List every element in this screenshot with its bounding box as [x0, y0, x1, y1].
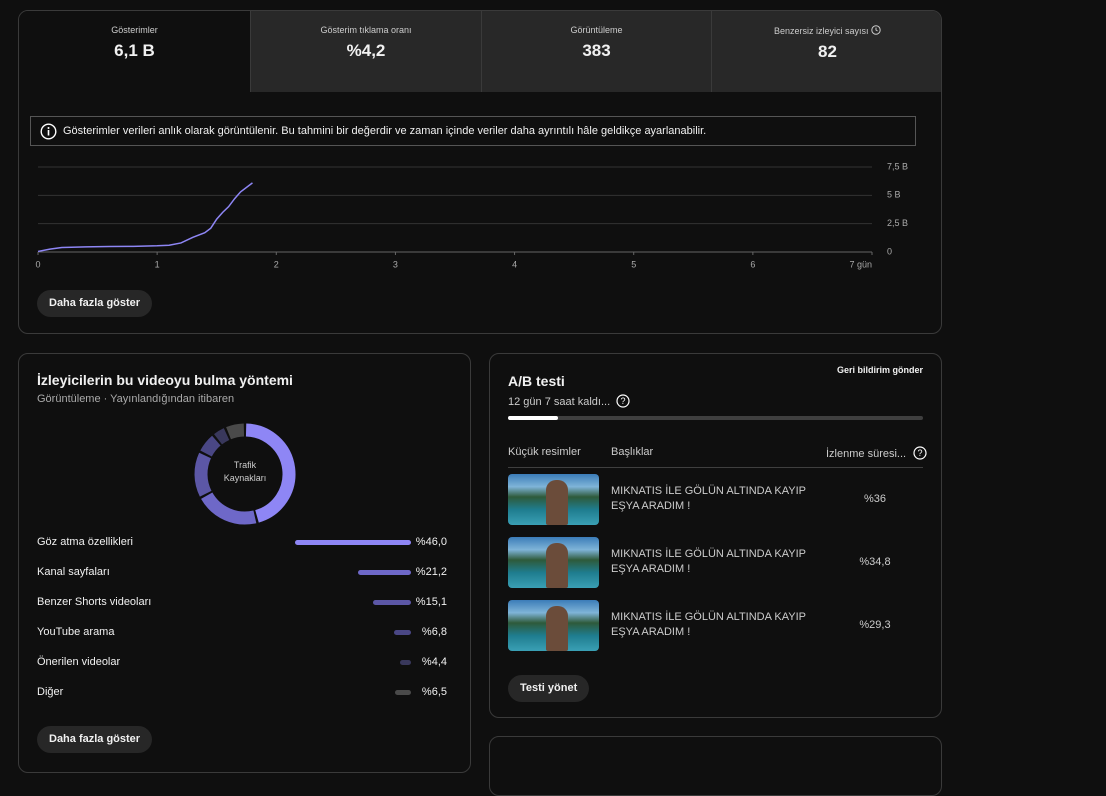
help-icon[interactable]: ? — [616, 394, 630, 408]
donut-segment — [245, 423, 296, 523]
column-header: Küçük resimler — [508, 446, 581, 458]
card-subtitle: Görüntüleme · Yayınlandığından itibaren — [37, 393, 235, 405]
metric-tab[interactable]: Benzersiz izleyici sayısı 82 — [711, 11, 941, 92]
divider — [508, 467, 923, 468]
info-icon — [40, 123, 57, 140]
x-tick-label: 6 — [750, 259, 755, 269]
impressions-chart: 0 2,5 B 5 B 7,5 B 0 1 2 3 4 5 6 7 gün — [35, 161, 908, 269]
source-name: Göz atma özellikleri — [37, 536, 133, 548]
thumbnail — [508, 537, 599, 588]
column-header-text: İzlenme süresi... — [826, 448, 907, 460]
traffic-card: İzleyicilerin bu videoyu bulma yöntemi G… — [18, 353, 471, 773]
metric-tab[interactable]: Görüntüleme 383 — [481, 11, 711, 92]
source-name: Önerilen videolar — [37, 656, 121, 668]
y-tick-label: 5 B — [887, 190, 901, 200]
metric-value: 383 — [582, 41, 611, 60]
variant-title: MIKNATIS İLE GÖLÜN ALTINDA KAYIP EŞYA AR… — [611, 611, 806, 638]
metric-label: Gösterim tıklama oranı — [320, 25, 412, 35]
feedback-link[interactable]: Geri bildirim gönder — [836, 365, 923, 375]
ab-test-card: A/B testi Geri bildirim gönder 12 gün 7 … — [489, 353, 942, 718]
metric-label: Benzersiz izleyici sayısı — [773, 26, 869, 36]
thumbnail — [508, 474, 599, 525]
column-header: İzlenme süresi... ? — [826, 446, 927, 460]
source-value: %4,4 — [421, 656, 447, 668]
donut-label: Trafik Kaynakları — [223, 460, 267, 483]
variant-share: %29,3 — [859, 619, 891, 631]
next-card — [489, 736, 942, 796]
metric-label-row: Benzersiz izleyici sayısı — [712, 25, 941, 36]
show-more-button[interactable]: Daha fazla göster — [37, 726, 153, 753]
help-icon[interactable]: ? — [913, 446, 927, 460]
variant-share: %34,8 — [859, 556, 891, 568]
donut — [194, 423, 296, 525]
x-tick-label: 2 — [274, 259, 279, 269]
column-header: Başlıklar — [611, 446, 654, 458]
source-value: %6,8 — [421, 626, 447, 638]
metric-value: %4,2 — [346, 41, 386, 60]
source-name: Kanal sayfaları — [37, 566, 110, 578]
variant-share: %36 — [863, 493, 887, 505]
x-tick-label: 5 — [631, 259, 636, 269]
metric-tab[interactable]: Gösterim tıklama oranı %4,2 — [250, 11, 481, 92]
source-bar — [357, 570, 411, 575]
y-tick-label: 2,5 B — [887, 218, 908, 228]
source-name: Benzer Shorts videoları — [37, 596, 152, 608]
clock-icon — [871, 25, 881, 35]
variant-title: MIKNATIS İLE GÖLÜN ALTINDA KAYIP EŞYA AR… — [611, 548, 806, 575]
source-bar — [394, 690, 411, 695]
source-value: %46,0 — [415, 536, 447, 548]
show-more-button[interactable]: Daha fazla göster — [37, 290, 153, 317]
source-value: %6,5 — [421, 686, 447, 698]
progress-track — [508, 416, 923, 420]
variant-title: MIKNATIS İLE GÖLÜN ALTINDA KAYIP EŞYA AR… — [611, 485, 806, 512]
source-value: %15,1 — [415, 596, 447, 608]
metric-value: 6,1 B — [114, 41, 155, 60]
source-name: YouTube arama — [37, 626, 115, 638]
metric-label: Görüntüleme — [570, 25, 623, 35]
source-bar — [295, 540, 411, 545]
donut-segment — [214, 428, 230, 445]
metric-label: Gösterimler — [111, 25, 158, 35]
x-tick-label: 4 — [512, 259, 517, 269]
remaining-text: 12 gün 7 saat kaldı... — [508, 396, 611, 408]
source-value: %21,2 — [415, 566, 447, 578]
manage-test-button[interactable]: Testi yönet — [508, 675, 590, 702]
overview-card: Gösterimler 6,1 B Gösterim tıklama oranı%… — [18, 10, 942, 334]
notice-text: Gösterimler verileri anlık olarak görünt… — [63, 125, 707, 137]
card-title: A/B testi — [508, 373, 565, 389]
metric-value: 82 — [818, 42, 837, 61]
svg-text:?: ? — [621, 396, 626, 406]
donut-segment — [201, 492, 257, 525]
impressions-line — [37, 182, 253, 253]
metric-tab[interactable]: Gösterimler 6,1 B — [19, 11, 250, 92]
y-tick-label: 7,5 B — [887, 161, 908, 171]
source-name: Diğer — [37, 686, 64, 698]
source-bar — [372, 600, 411, 605]
remaining-row: 12 gün 7 saat kaldı... ? — [508, 394, 630, 408]
x-tick-label: 1 — [155, 259, 160, 269]
y-tick-label: 0 — [887, 246, 892, 256]
svg-text:?: ? — [918, 448, 923, 458]
source-bar — [393, 630, 411, 635]
x-tick-label: 0 — [35, 259, 40, 269]
source-bar — [399, 660, 411, 665]
donut-segment — [194, 452, 212, 497]
source-rows: Göz atma özellikleri %46,0 Kanal sayfaları… — [19, 354, 470, 714]
x-tick-label: 7 gün — [849, 259, 872, 269]
progress-fill — [508, 416, 558, 420]
card-title: İzleyicilerin bu videoyu bulma yöntemi — [37, 372, 293, 388]
thumbnail — [508, 600, 599, 651]
donut-segment — [226, 423, 245, 440]
notice: Gösterimler verileri anlık olarak görünt… — [30, 116, 916, 146]
x-tick-label: 3 — [393, 259, 398, 269]
donut-segment — [200, 435, 221, 457]
page: Gösterimler 6,1 B Gösterim tıklama oranı%… — [18, 10, 942, 796]
